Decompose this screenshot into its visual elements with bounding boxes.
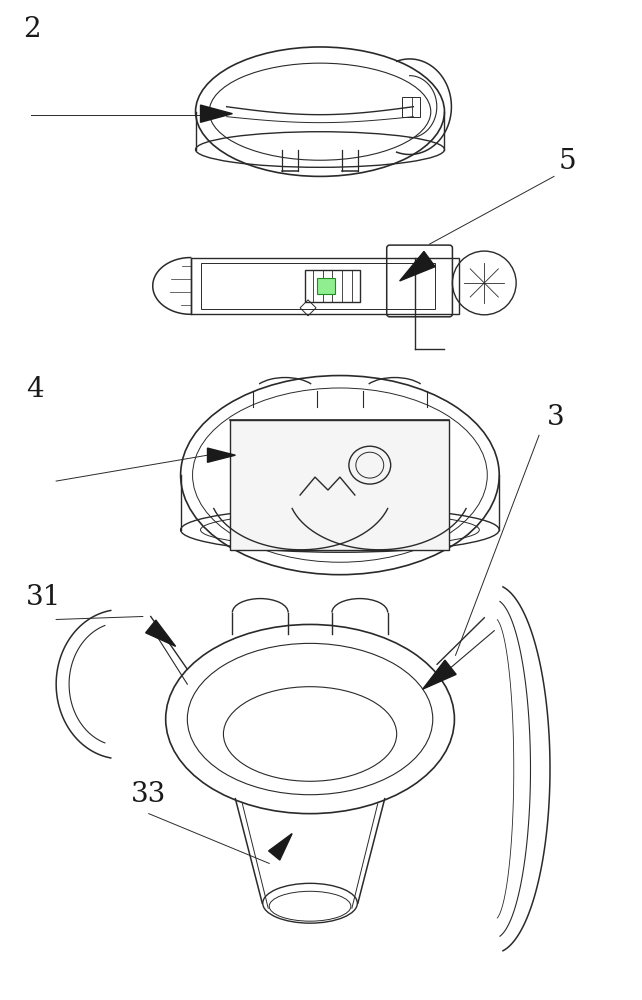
Polygon shape bbox=[422, 660, 456, 689]
Bar bbox=[402, 97, 420, 117]
Polygon shape bbox=[207, 448, 236, 462]
Text: 5: 5 bbox=[559, 148, 577, 175]
Polygon shape bbox=[200, 105, 232, 122]
Text: 4: 4 bbox=[26, 376, 44, 403]
Bar bbox=[230, 420, 449, 550]
Polygon shape bbox=[400, 251, 435, 281]
Text: 3: 3 bbox=[547, 404, 565, 431]
Text: 33: 33 bbox=[131, 781, 166, 808]
Polygon shape bbox=[268, 834, 292, 860]
Bar bbox=[317, 278, 335, 294]
Bar bbox=[305, 270, 360, 302]
Text: 31: 31 bbox=[26, 584, 62, 611]
Text: 2: 2 bbox=[23, 16, 41, 43]
Polygon shape bbox=[146, 620, 176, 646]
Bar bbox=[200, 263, 435, 309]
